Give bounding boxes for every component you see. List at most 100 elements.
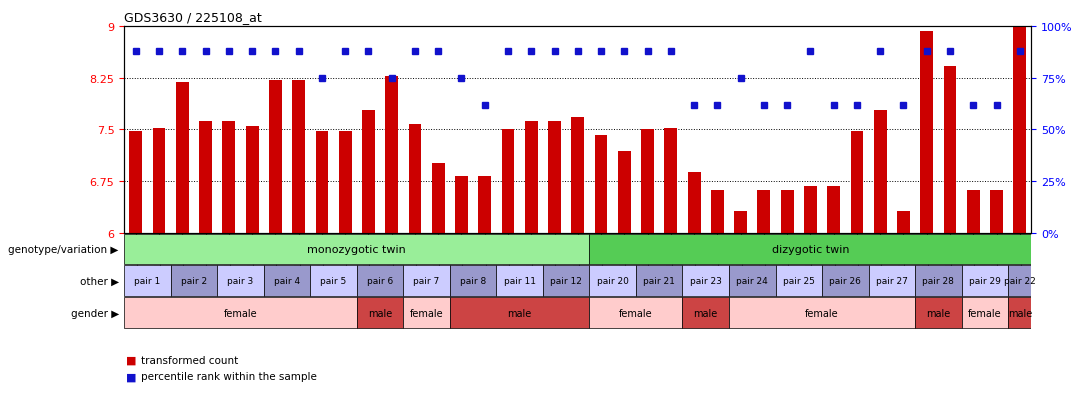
Bar xyxy=(497,266,543,296)
Text: pair 2: pair 2 xyxy=(181,277,207,285)
Bar xyxy=(915,298,961,328)
Bar xyxy=(967,191,980,233)
Bar xyxy=(920,32,933,233)
Bar xyxy=(408,125,421,233)
Bar xyxy=(775,266,822,296)
Bar xyxy=(293,81,305,233)
Bar xyxy=(961,266,1008,296)
Text: pair 28: pair 28 xyxy=(922,277,955,285)
Text: pair 29: pair 29 xyxy=(969,277,1001,285)
Text: dizygotic twin: dizygotic twin xyxy=(772,244,849,254)
Bar xyxy=(130,131,143,233)
Bar xyxy=(688,173,701,233)
Bar xyxy=(804,187,816,233)
Bar xyxy=(362,111,375,233)
Bar xyxy=(915,266,961,296)
Bar xyxy=(315,131,328,233)
Bar xyxy=(217,266,264,296)
Text: female: female xyxy=(224,308,257,318)
Bar xyxy=(595,135,607,233)
Bar xyxy=(356,298,403,328)
Bar xyxy=(729,266,775,296)
Text: GDS3630 / 225108_at: GDS3630 / 225108_at xyxy=(124,11,262,24)
Text: monozygotic twin: monozygotic twin xyxy=(308,244,406,254)
Bar xyxy=(222,122,235,233)
Text: pair 8: pair 8 xyxy=(460,277,486,285)
Text: pair 4: pair 4 xyxy=(274,277,300,285)
Bar xyxy=(590,298,683,328)
Bar xyxy=(636,266,683,296)
Text: pair 11: pair 11 xyxy=(503,277,536,285)
Bar xyxy=(246,127,258,233)
Bar xyxy=(734,211,747,233)
Bar xyxy=(868,266,915,296)
Bar xyxy=(455,177,468,233)
Text: pair 12: pair 12 xyxy=(550,277,582,285)
Bar xyxy=(990,191,1003,233)
Text: female: female xyxy=(806,308,839,318)
Bar xyxy=(683,266,729,296)
Bar xyxy=(403,298,450,328)
Text: pair 27: pair 27 xyxy=(876,277,908,285)
Bar xyxy=(386,76,399,233)
Text: pair 25: pair 25 xyxy=(783,277,814,285)
Text: transformed count: transformed count xyxy=(141,355,239,365)
Text: female: female xyxy=(968,308,1001,318)
Bar xyxy=(664,129,677,233)
Text: other ▶: other ▶ xyxy=(80,276,119,286)
Bar xyxy=(549,122,561,233)
Text: male: male xyxy=(508,308,531,318)
Text: pair 23: pair 23 xyxy=(690,277,721,285)
Bar xyxy=(642,130,654,233)
Bar xyxy=(199,122,212,233)
Bar xyxy=(571,118,584,233)
Text: ■: ■ xyxy=(126,355,137,365)
Bar xyxy=(590,234,1031,264)
Bar xyxy=(152,129,165,233)
Text: pair 22: pair 22 xyxy=(1004,277,1036,285)
Text: ■: ■ xyxy=(126,371,137,381)
Text: genotype/variation ▶: genotype/variation ▶ xyxy=(9,244,119,254)
Text: gender ▶: gender ▶ xyxy=(70,308,119,318)
Text: male: male xyxy=(927,308,950,318)
Text: percentile rank within the sample: percentile rank within the sample xyxy=(141,371,318,381)
Bar xyxy=(501,130,514,233)
Bar xyxy=(944,67,957,233)
Text: pair 21: pair 21 xyxy=(644,277,675,285)
Bar xyxy=(124,266,171,296)
Bar xyxy=(478,177,491,233)
Bar xyxy=(1013,28,1026,233)
Bar xyxy=(403,266,450,296)
Bar xyxy=(590,266,636,296)
Bar xyxy=(618,152,631,233)
Text: pair 1: pair 1 xyxy=(134,277,161,285)
Bar xyxy=(310,266,356,296)
Text: female: female xyxy=(619,308,652,318)
Bar xyxy=(124,234,590,264)
Bar xyxy=(827,187,840,233)
Bar xyxy=(729,298,915,328)
Text: pair 26: pair 26 xyxy=(829,277,861,285)
Bar xyxy=(543,266,590,296)
Text: pair 24: pair 24 xyxy=(737,277,768,285)
Text: pair 5: pair 5 xyxy=(321,277,347,285)
Bar xyxy=(171,266,217,296)
Bar xyxy=(450,266,497,296)
Bar xyxy=(781,191,794,233)
Text: pair 7: pair 7 xyxy=(414,277,440,285)
Bar xyxy=(264,266,310,296)
Bar xyxy=(711,191,724,233)
Text: male: male xyxy=(368,308,392,318)
Bar xyxy=(432,163,445,233)
Bar xyxy=(961,298,1008,328)
Bar xyxy=(683,298,729,328)
Bar xyxy=(525,122,538,233)
Bar xyxy=(269,81,282,233)
Bar xyxy=(1008,298,1031,328)
Text: male: male xyxy=(693,308,718,318)
Bar xyxy=(851,131,863,233)
Bar xyxy=(339,131,352,233)
Text: pair 3: pair 3 xyxy=(228,277,254,285)
Bar xyxy=(124,298,356,328)
Bar xyxy=(822,266,868,296)
